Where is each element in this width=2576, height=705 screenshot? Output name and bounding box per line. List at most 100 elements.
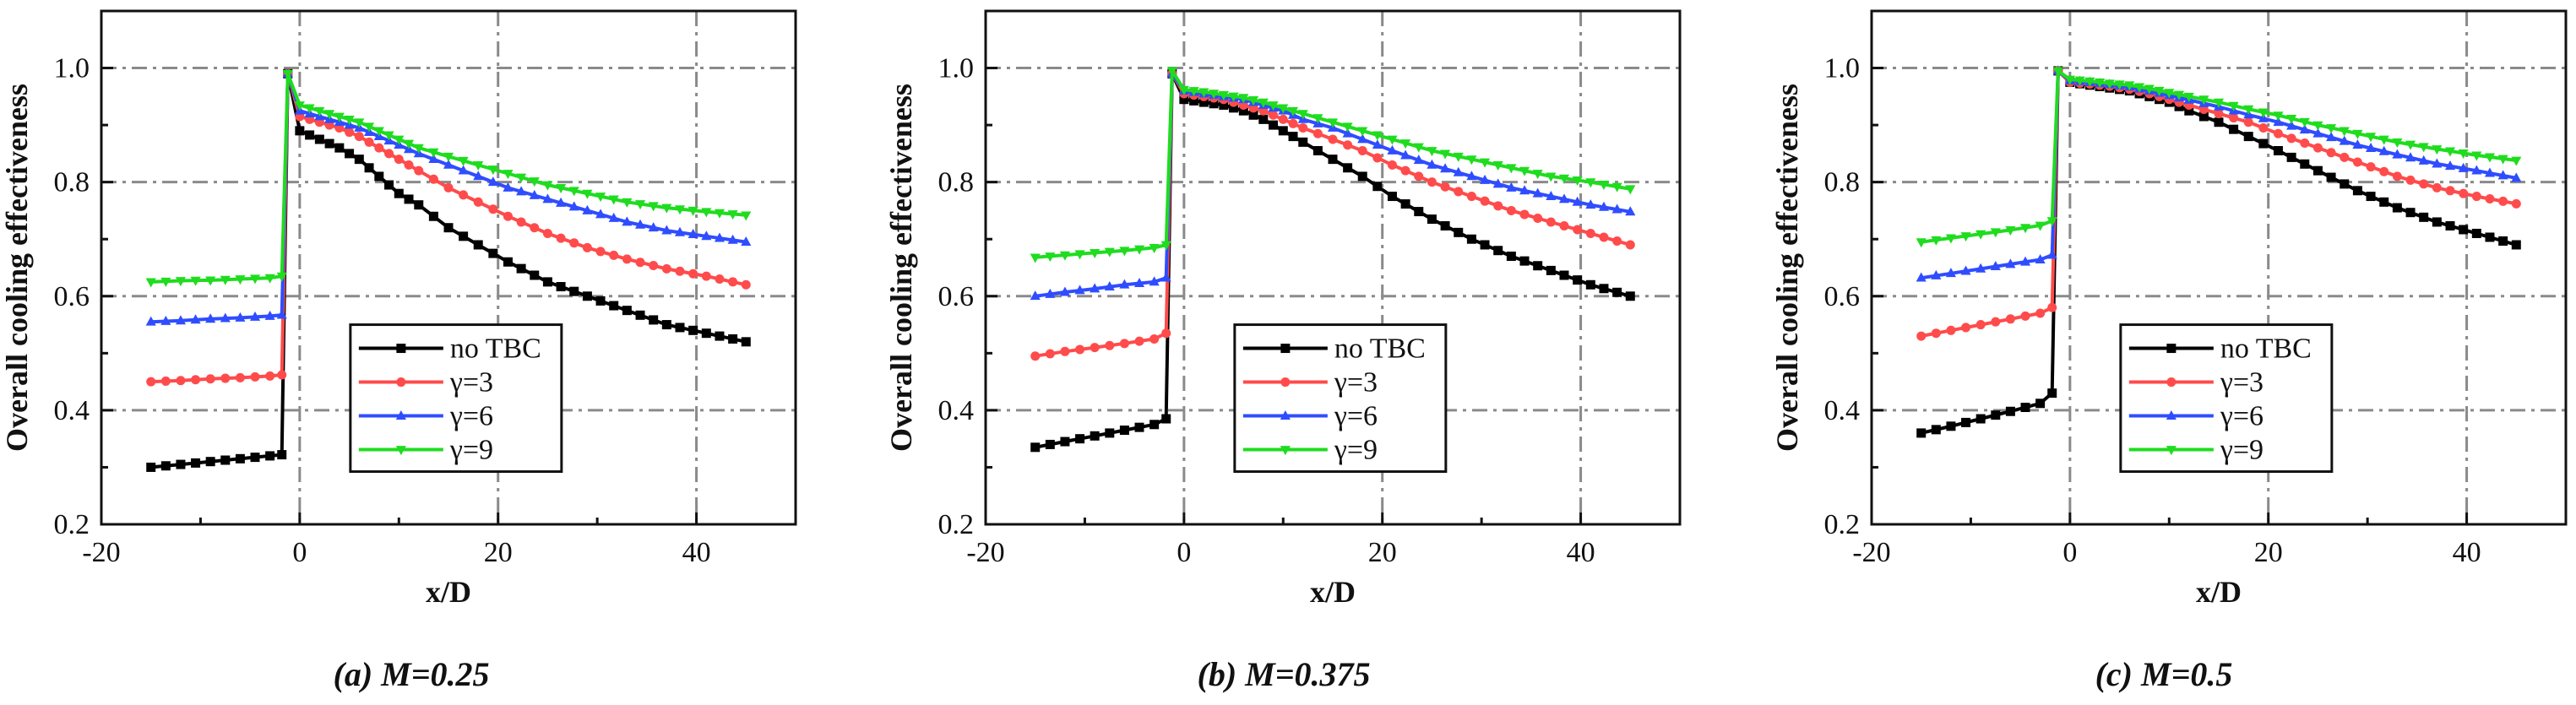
data-point-marker [191,375,201,385]
data-point-marker [175,277,186,287]
data-point-marker [2484,167,2496,177]
data-point-marker [1104,281,1115,291]
data-point-marker [648,202,659,212]
data-point-marker [1060,346,1070,356]
x-tick-label: -20 [82,537,120,568]
chart-panel-2: -20 0 20 40 0.2 0.4 0.6 0.8 1.0 x/D Overall coolin… [884,9,1682,693]
data-point-marker [354,155,364,165]
data-point-marker [516,263,526,274]
data-point-marker [2471,228,2481,238]
data-point-marker [220,373,231,383]
data-point-marker [1287,106,1299,117]
x-tick-label: 20 [2254,537,2283,568]
x-tick-label: -20 [966,537,1004,568]
data-point-marker [1178,85,1189,95]
data-point-marker [2020,403,2030,413]
data-point-marker [2258,122,2269,133]
data-point-marker [687,206,698,216]
data-point-marker [1532,170,1543,180]
data-point-marker [2497,170,2508,180]
data-point-marker [1090,249,1101,259]
data-point-marker [2392,138,2403,148]
data-point-marker [1357,127,1368,137]
data-point-marker [428,148,439,158]
data-point-marker [205,374,215,384]
data-point-marker [1149,276,1160,286]
data-point-marker [487,165,498,176]
data-point-marker [1248,110,1258,120]
data-point-marker [220,312,231,323]
plot-frame [100,9,797,526]
data-point-marker [1372,153,1383,163]
data-point-marker [146,377,156,387]
data-point-marker [728,277,738,287]
data-point-marker [529,177,540,187]
data-point-marker [1074,285,1085,295]
data-point-marker [394,135,405,145]
data-point-marker [1161,414,1171,424]
data-point-marker [516,217,526,227]
data-point-marker [2035,253,2046,263]
data-point-marker [1090,431,1100,441]
data-point-marker [1625,185,1636,195]
data-point-marker [1454,227,1464,237]
y-tick-label: 0.4 [1824,395,1861,426]
data-point-marker [1414,207,1424,217]
data-point-marker [1599,232,1609,242]
data-point-marker [488,248,498,258]
data-point-marker [2229,113,2239,123]
data-point-marker [701,271,711,281]
y-axis-label: Overall cooling effectiveness [1770,84,1804,452]
data-point-marker [2352,157,2362,167]
data-point-marker [473,171,484,181]
data-point-marker [458,156,469,166]
data-point-marker [2352,129,2363,139]
data-point-marker [2498,196,2508,206]
legend-label: no TBC [1334,334,1426,365]
data-point-marker [295,126,305,136]
data-point-marker [1960,265,1971,275]
data-point-marker [1546,190,1557,200]
data-point-marker [459,190,469,200]
data-point-marker [1611,203,1622,214]
data-point-marker [727,210,738,220]
data-point-marker [2213,98,2225,108]
data-point-marker [404,194,414,204]
data-point-marker [648,222,659,232]
data-point-marker [2511,172,2522,182]
data-point-marker [1134,422,1144,432]
data-point-marker [1030,351,1041,361]
data-point-marker [1343,140,1353,150]
data-point-marker [2312,165,2323,176]
x-tick-label: 40 [2453,537,2481,568]
data-point-marker [1519,256,1530,266]
data-point-marker [282,69,293,79]
data-point-marker [1161,328,1171,339]
data-point-marker [443,223,454,233]
data-point-marker [1625,291,1635,301]
data-point-marker [2035,221,2046,231]
data-point-marker [364,122,375,133]
data-point-marker [2432,145,2443,155]
data-point-marker [687,228,698,238]
data-point-marker [2035,308,2046,318]
data-point-marker [1357,146,1367,156]
data-point-marker [1466,192,1476,202]
data-point-marker [556,282,566,292]
data-point-marker [2312,143,2323,153]
legend-marker [395,409,406,420]
data-point-marker [374,171,384,182]
data-point-marker [1573,225,1583,235]
data-point-marker [1960,232,1971,242]
data-point-marker [1945,234,1956,244]
data-point-marker [1559,220,1569,230]
data-point-marker [2392,171,2402,182]
data-point-marker [622,198,633,208]
data-point-marker [2340,152,2350,162]
series-line [1035,72,1631,358]
data-point-marker [556,233,566,243]
data-point-marker [1492,178,1503,188]
data-point-marker [175,315,186,325]
